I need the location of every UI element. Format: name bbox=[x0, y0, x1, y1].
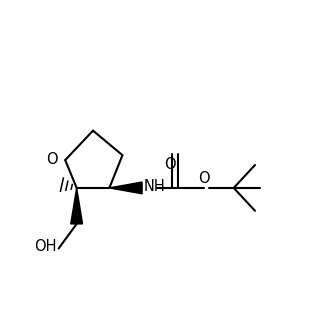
Text: O: O bbox=[198, 171, 210, 186]
Polygon shape bbox=[109, 182, 142, 194]
Text: O: O bbox=[164, 157, 176, 172]
Text: OH: OH bbox=[35, 239, 57, 254]
Text: O: O bbox=[47, 152, 58, 167]
Polygon shape bbox=[71, 188, 82, 224]
Text: NH: NH bbox=[144, 179, 165, 194]
